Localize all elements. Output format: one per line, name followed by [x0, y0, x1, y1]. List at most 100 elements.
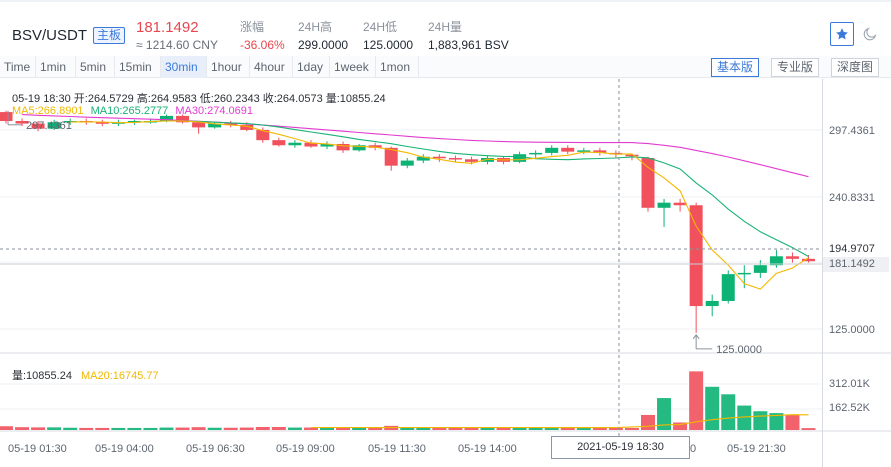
- candle-body: [705, 300, 719, 307]
- candle-body: [545, 147, 559, 153]
- ma10-legend: MA10:265.2777: [90, 105, 169, 117]
- volume-bar: [159, 427, 174, 430]
- volume-bar: [271, 426, 286, 430]
- candle-body: [288, 142, 302, 146]
- volume-bar: [368, 427, 383, 430]
- time-axis-tick: 05-19 21:30: [727, 443, 786, 455]
- volume-bar: [223, 427, 238, 430]
- candle-body: [15, 121, 29, 124]
- pair-name[interactable]: BSV/USDT: [12, 27, 88, 44]
- crosshair-price-tag: 194.9707: [823, 242, 889, 257]
- volume-ma20-line: [310, 414, 809, 429]
- star-icon: [836, 28, 848, 40]
- current-price-tag: 181.1492: [823, 257, 889, 272]
- interval-time[interactable]: Time: [0, 56, 36, 78]
- volume-bar: [576, 427, 591, 430]
- stat-change: 涨幅 -36.06%: [240, 20, 285, 52]
- volume-bar: [352, 427, 367, 430]
- theme-toggle-button[interactable]: [858, 22, 882, 46]
- favorite-button[interactable]: [830, 22, 854, 46]
- candle: [721, 270, 735, 304]
- interval-5min[interactable]: 5min: [76, 56, 115, 78]
- volume-bar: [207, 427, 222, 430]
- volume-value: 量:10855.24: [12, 370, 72, 382]
- view-basic-button[interactable]: 基本版: [711, 58, 760, 77]
- stat-label: 24H低: [363, 20, 398, 34]
- candle-body: [464, 159, 478, 162]
- volume-bar: [512, 427, 527, 430]
- view-pro-button[interactable]: 专业版: [771, 58, 820, 77]
- candle: [641, 156, 655, 212]
- moon-icon: [863, 27, 877, 41]
- stat-value: 299.0000: [298, 38, 349, 52]
- volume-bar: [127, 427, 142, 430]
- candle-body: [127, 121, 141, 123]
- interval-1min[interactable]: 1min: [36, 56, 76, 78]
- interval-1mon[interactable]: 1mon: [376, 56, 419, 78]
- time-axis-tick: 05-19 11:30: [368, 443, 426, 455]
- candle-body: [208, 123, 222, 128]
- candle: [769, 249, 783, 268]
- volume-bar: [528, 427, 543, 430]
- candle-body: [802, 258, 815, 262]
- candle: [192, 121, 206, 134]
- candle: [320, 141, 334, 150]
- volume-bar: [721, 394, 736, 430]
- interval-30min[interactable]: 30min: [161, 56, 207, 78]
- interval-1week[interactable]: 1week: [330, 56, 376, 78]
- candle: [336, 141, 350, 153]
- volume-bar: [448, 427, 463, 430]
- candle-body: [753, 265, 767, 273]
- interval-toolbar: Time 1min 5min 15min 30min 1hour 4hour 1…: [0, 56, 891, 78]
- candle-body: [47, 122, 61, 129]
- candle: [561, 145, 575, 155]
- stat-value: 1,883,961 BSV: [428, 38, 509, 52]
- candle: [753, 260, 767, 278]
- volume-bar: [657, 398, 672, 430]
- high-marker-label: 297.4361: [26, 120, 72, 132]
- candle: [673, 198, 687, 212]
- crosshair-time-label: 2021-05-19 18:30: [551, 436, 690, 459]
- time-axis-tick: 05-19 09:00: [276, 443, 335, 455]
- interval-1day[interactable]: 1day: [293, 56, 330, 78]
- candle-body: [432, 156, 446, 159]
- board-tag: 主板: [93, 27, 126, 44]
- interval-15min[interactable]: 15min: [115, 56, 161, 78]
- volume-bar: [79, 427, 94, 430]
- candle: [0, 110, 13, 124]
- candle: [432, 154, 446, 162]
- candle: [176, 114, 190, 124]
- ohlc-legend: 05-19 18:30 开:264.5729 高:264.9583 低:260.…: [12, 93, 386, 105]
- candle: [288, 140, 302, 148]
- candle-body: [31, 123, 45, 129]
- interval-4hour[interactable]: 4hour: [250, 56, 293, 78]
- volume-bar: [432, 427, 447, 430]
- volume-bar: [63, 427, 78, 430]
- candle-body: [176, 115, 190, 123]
- stat-label: 涨幅: [240, 20, 265, 34]
- candle: [657, 198, 671, 227]
- volume-bar: [560, 427, 575, 430]
- candle-body: [529, 152, 543, 155]
- price-axis-tick: 297.4361: [829, 125, 875, 137]
- volume-bar: [769, 413, 784, 430]
- interval-1hour[interactable]: 1hour: [207, 56, 250, 78]
- candle: [513, 151, 527, 164]
- candle-body: [673, 202, 687, 206]
- candle: [15, 118, 29, 127]
- time-axis-tick: 05-19 01:30: [8, 443, 67, 455]
- volume-bar: [801, 428, 816, 430]
- stat-value: -36.06%: [240, 38, 285, 52]
- candle-body: [785, 256, 799, 259]
- candle: [545, 145, 559, 156]
- kline-chart[interactable]: 297.4361 240.8331 125.0000 312.01K 162.52K 05…: [0, 79, 891, 467]
- candle-body: [513, 154, 527, 162]
- candle: [577, 147, 591, 155]
- candle-body: [272, 140, 286, 146]
- view-depth-button[interactable]: 深度图: [831, 58, 880, 77]
- volume-bar: [480, 427, 495, 430]
- candle-body: [304, 142, 318, 147]
- volume-bar: [287, 427, 302, 430]
- volume-bar: [416, 427, 431, 430]
